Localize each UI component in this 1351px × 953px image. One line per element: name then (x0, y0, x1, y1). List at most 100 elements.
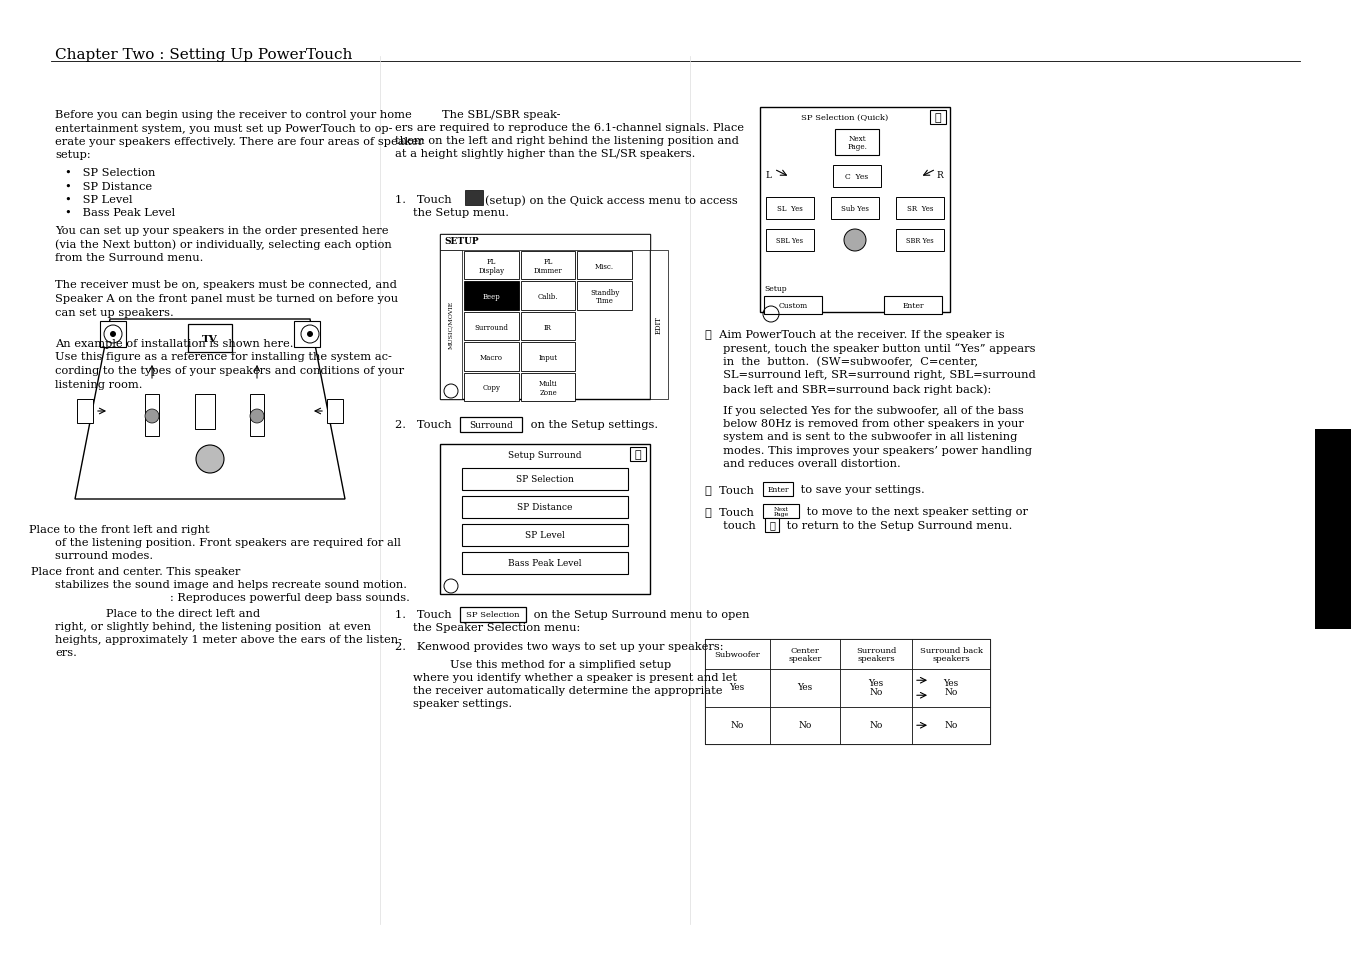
Bar (761, 108, 950, 313)
Text: SL  Yes: SL Yes (777, 205, 802, 213)
Bar (912, 669, 990, 707)
Bar (520, 313, 576, 341)
Text: ✓: ✓ (635, 449, 642, 460)
Text: listening room.: listening room. (55, 379, 142, 389)
Text: No: No (944, 720, 958, 729)
Text: You can set up your speakers in the order presented here: You can set up your speakers in the orde… (55, 226, 389, 235)
Bar (463, 374, 519, 401)
Text: to return to the Setup Surround menu.: to return to the Setup Surround menu. (784, 520, 1012, 531)
Bar (295, 322, 320, 348)
Text: TV: TV (203, 335, 218, 343)
Text: The SBL/SBR speak-: The SBL/SBR speak- (442, 110, 561, 120)
Bar (840, 639, 912, 669)
Bar (770, 639, 840, 669)
Bar (770, 707, 840, 744)
Text: SR  Yes: SR Yes (907, 205, 934, 213)
Text: Yes
No: Yes No (869, 678, 884, 697)
Bar (100, 322, 126, 348)
Text: 2.   Touch: 2. Touch (394, 419, 451, 430)
Bar (440, 251, 462, 399)
Text: ers are required to reproduce the 6.1-channel signals. Place: ers are required to reproduce the 6.1-ch… (394, 123, 744, 132)
Text: SETUP: SETUP (444, 236, 478, 246)
Text: •   Bass Peak Level: • Bass Peak Level (65, 209, 176, 218)
Text: cording to the types of your speakers and conditions of your: cording to the types of your speakers an… (55, 366, 404, 375)
Circle shape (250, 410, 263, 423)
Text: on the Setup Surround menu to open: on the Setup Surround menu to open (530, 609, 750, 619)
Text: Beep: Beep (482, 293, 500, 301)
Text: 1.   Touch: 1. Touch (394, 609, 451, 619)
Bar (195, 395, 215, 430)
Text: of the listening position. Front speakers are required for all: of the listening position. Front speaker… (55, 537, 401, 547)
Text: Place front and center. This speaker: Place front and center. This speaker (31, 566, 240, 577)
Text: right, or slightly behind, the listening position  at even: right, or slightly behind, the listening… (55, 621, 372, 631)
Text: SBR Yes: SBR Yes (907, 236, 934, 245)
Text: ✓: ✓ (935, 112, 942, 123)
Circle shape (145, 410, 159, 423)
Text: 2.   Kenwood provides two ways to set up your speakers:: 2. Kenwood provides two ways to set up y… (394, 641, 724, 651)
Text: Custom: Custom (778, 302, 808, 310)
Bar (459, 607, 526, 622)
Bar (440, 444, 650, 595)
Text: L: L (765, 171, 771, 180)
Bar (766, 198, 815, 220)
Bar (630, 448, 646, 461)
Text: Enter: Enter (902, 302, 924, 310)
Text: touch: touch (705, 520, 755, 531)
Text: entertainment system, you must set up PowerTouch to op-: entertainment system, you must set up Po… (55, 123, 393, 133)
Text: R: R (936, 171, 943, 180)
Text: Surround: Surround (469, 420, 513, 429)
Text: MUSIC/MOVIE: MUSIC/MOVIE (449, 300, 454, 349)
Text: Copy: Copy (482, 384, 500, 392)
Text: •   SP Level: • SP Level (65, 194, 132, 205)
Bar (763, 504, 798, 518)
Text: from the Surround menu.: from the Surround menu. (55, 253, 204, 263)
Text: Speaker A on the front panel must be turned on before you: Speaker A on the front panel must be tur… (55, 294, 399, 304)
Text: SP Level: SP Level (526, 531, 565, 540)
Text: Multi
Zone: Multi Zone (539, 379, 558, 396)
Text: Macro: Macro (480, 354, 503, 361)
Text: No: No (798, 720, 812, 729)
Bar (896, 230, 944, 252)
Text: If you selected Yes for the subwoofer, all of the bass: If you selected Yes for the subwoofer, a… (705, 405, 1024, 416)
Bar (250, 395, 263, 436)
Bar (463, 252, 519, 280)
Text: Next
Page: Next Page (773, 506, 789, 517)
Text: on the Setup settings.: on the Setup settings. (527, 419, 658, 430)
Bar (705, 707, 770, 744)
Text: Sub Yes: Sub Yes (842, 205, 869, 213)
Bar (840, 669, 912, 707)
Text: Setup Surround: Setup Surround (508, 451, 582, 459)
Bar (834, 166, 881, 188)
Text: Before you can begin using the receiver to control your home: Before you can begin using the receiver … (55, 110, 412, 120)
Text: modes. This improves your speakers’ power handling: modes. This improves your speakers’ powe… (705, 446, 1032, 456)
Text: and reduces overall distortion.: and reduces overall distortion. (705, 459, 901, 469)
Text: them on the left and right behind the listening position and: them on the left and right behind the li… (394, 136, 739, 146)
Bar (705, 639, 990, 744)
Bar (912, 707, 990, 744)
Bar (766, 230, 815, 252)
Text: ③  Touch: ③ Touch (705, 506, 754, 517)
Circle shape (196, 446, 224, 474)
Text: the receiver automatically determine the appropriate: the receiver automatically determine the… (413, 685, 723, 696)
Bar (463, 282, 519, 311)
Text: IR: IR (544, 323, 553, 331)
Text: SL=surround left, SR=surround right, SBL=surround: SL=surround left, SR=surround right, SBL… (705, 370, 1036, 380)
Text: An example of installation is shown here.: An example of installation is shown here… (55, 338, 293, 349)
Bar (650, 251, 667, 399)
Text: SP Selection: SP Selection (516, 475, 574, 484)
Text: Chapter Two : Setting Up PowerTouch: Chapter Two : Setting Up PowerTouch (55, 48, 353, 62)
Text: FL
Display: FL Display (478, 258, 504, 274)
Bar (835, 130, 880, 156)
Text: Yes: Yes (730, 682, 744, 692)
Text: Calib.: Calib. (538, 293, 558, 301)
Text: erate your speakers effectively. There are four areas of speaker: erate your speakers effectively. There a… (55, 137, 424, 147)
Text: Enter: Enter (767, 485, 789, 494)
Bar (763, 482, 793, 497)
Text: surround modes.: surround modes. (55, 551, 153, 560)
Text: Misc.: Misc. (594, 262, 615, 271)
Bar (462, 524, 628, 546)
Text: Input: Input (539, 354, 558, 361)
Bar (327, 399, 343, 423)
Text: Place to the front left and right: Place to the front left and right (30, 524, 209, 535)
Text: : Reproduces powerful deep bass sounds.: : Reproduces powerful deep bass sounds. (170, 593, 409, 602)
